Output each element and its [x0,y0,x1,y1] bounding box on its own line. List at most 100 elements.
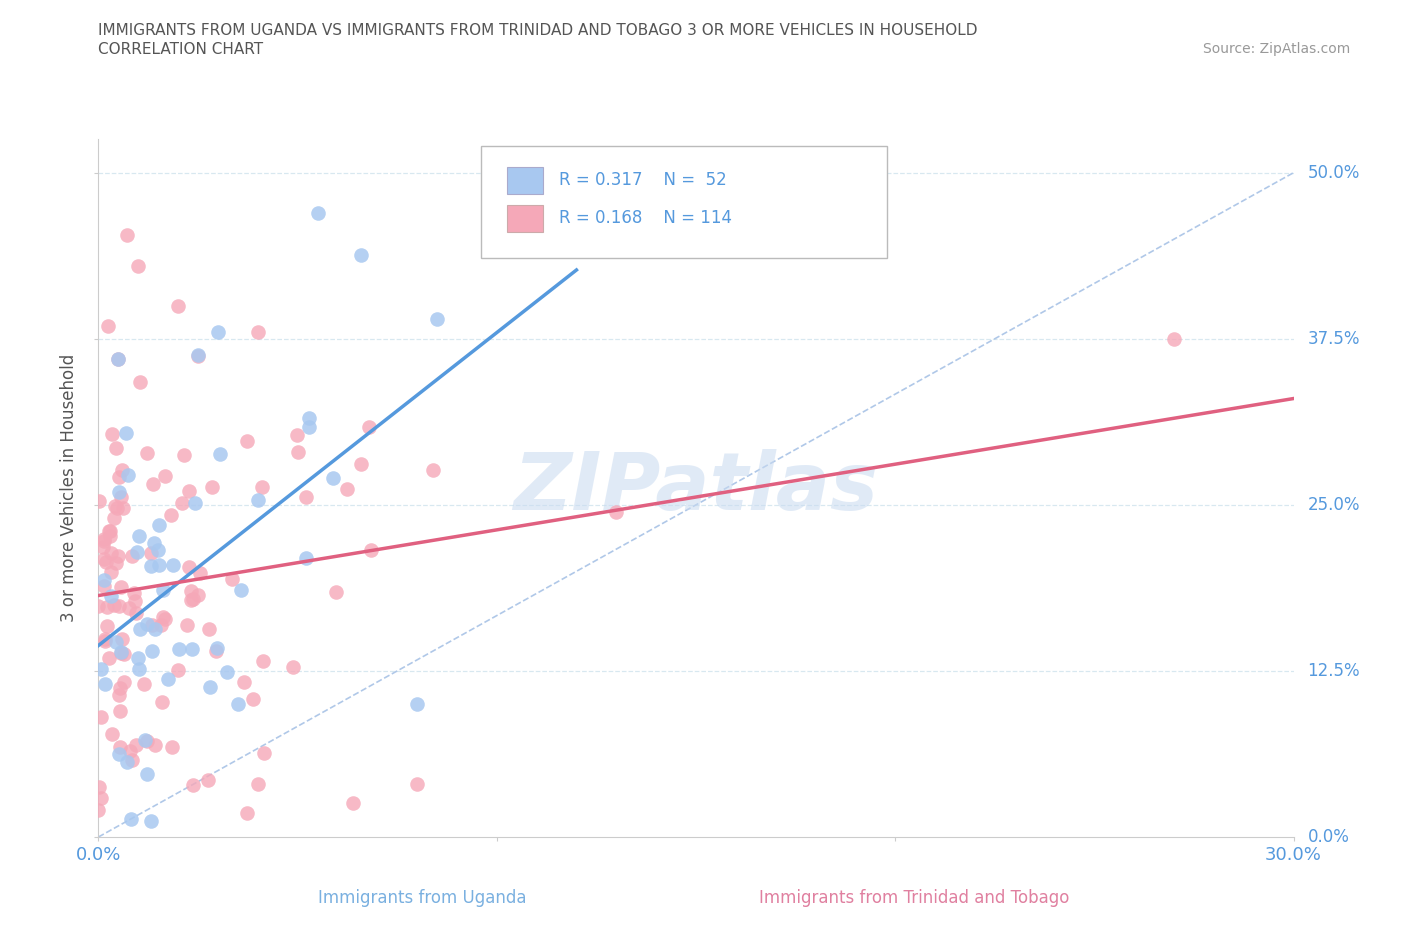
Y-axis label: 3 or more Vehicles in Household: 3 or more Vehicles in Household [60,354,79,622]
Point [125,605,148,620]
Point [96,600,118,615]
Point [135,617,157,631]
Point [100,427,122,442]
Point [110,645,132,660]
Point [105,500,128,515]
Point [103,598,125,613]
Point [173,447,195,462]
Point [112,646,135,661]
Point [295,551,318,565]
Text: 12.5%: 12.5% [1308,662,1360,680]
Text: R = 0.317    N =  52: R = 0.317 N = 52 [558,171,727,189]
Point [297,411,319,426]
Point [129,621,152,636]
Point [105,440,128,455]
Point [94,555,117,570]
Point [162,739,184,754]
Point [179,560,201,575]
Point [226,697,249,711]
Point [141,559,163,574]
Point [112,500,135,515]
Point [187,348,209,363]
Point [159,508,181,523]
Point [124,593,146,608]
Point [115,755,138,770]
Point [100,565,122,579]
Point [110,579,132,594]
Point [406,777,429,791]
Point [1163,331,1185,346]
Point [605,504,627,519]
Point [190,565,212,580]
Point [120,812,142,827]
Point [125,545,148,560]
Point [221,571,243,586]
Point [350,457,373,472]
Point [128,375,150,390]
Point [176,618,198,632]
Text: IMMIGRANTS FROM UGANDA VS IMMIGRANTS FROM TRINIDAD AND TOBAGO 3 OR MORE VEHICLES: IMMIGRANTS FROM UGANDA VS IMMIGRANTS FRO… [98,23,979,38]
Point [118,601,141,616]
FancyBboxPatch shape [508,167,543,194]
Point [127,651,149,666]
Point [108,681,131,696]
Text: 50.0%: 50.0% [1308,164,1360,181]
Point [93,551,115,566]
Point [167,642,190,657]
Point [111,631,134,646]
Point [295,489,318,504]
Text: R = 0.168    N = 114: R = 0.168 N = 114 [558,208,731,227]
Point [107,485,129,499]
Point [108,739,131,754]
Point [205,644,228,658]
Point [100,589,122,604]
Point [162,557,184,572]
Point [107,549,129,564]
Point [143,621,166,636]
Point [148,518,170,533]
Point [104,634,127,649]
Text: 37.5%: 37.5% [1308,330,1360,348]
Point [98,529,121,544]
Point [94,631,117,646]
Point [166,662,188,677]
Text: 25.0%: 25.0% [1308,496,1360,514]
Point [181,777,204,792]
Point [252,653,274,668]
Point [197,622,219,637]
Point [87,599,110,614]
Point [342,795,364,810]
Point [252,479,274,494]
Point [107,352,129,366]
Point [197,773,219,788]
Point [205,640,228,655]
Point [207,325,229,339]
Point [87,803,110,817]
Point [89,779,111,794]
Point [112,675,135,690]
Point [167,299,190,313]
Text: Immigrants from Uganda: Immigrants from Uganda [318,889,526,907]
Point [229,582,252,597]
Point [117,468,139,483]
FancyBboxPatch shape [508,205,543,232]
Point [157,671,180,686]
Point [87,494,110,509]
Point [201,480,224,495]
Point [127,259,149,273]
Point [141,644,163,658]
Point [184,496,207,511]
Point [110,490,132,505]
Point [283,659,305,674]
Point [215,665,238,680]
Text: Immigrants from Trinidad and Tobago: Immigrants from Trinidad and Tobago [759,889,1069,907]
Point [142,476,165,491]
Point [357,419,380,434]
Point [121,549,143,564]
Point [108,747,131,762]
Point [155,612,177,627]
Point [107,599,129,614]
Point [322,470,344,485]
Point [236,433,259,448]
Point [93,579,115,594]
